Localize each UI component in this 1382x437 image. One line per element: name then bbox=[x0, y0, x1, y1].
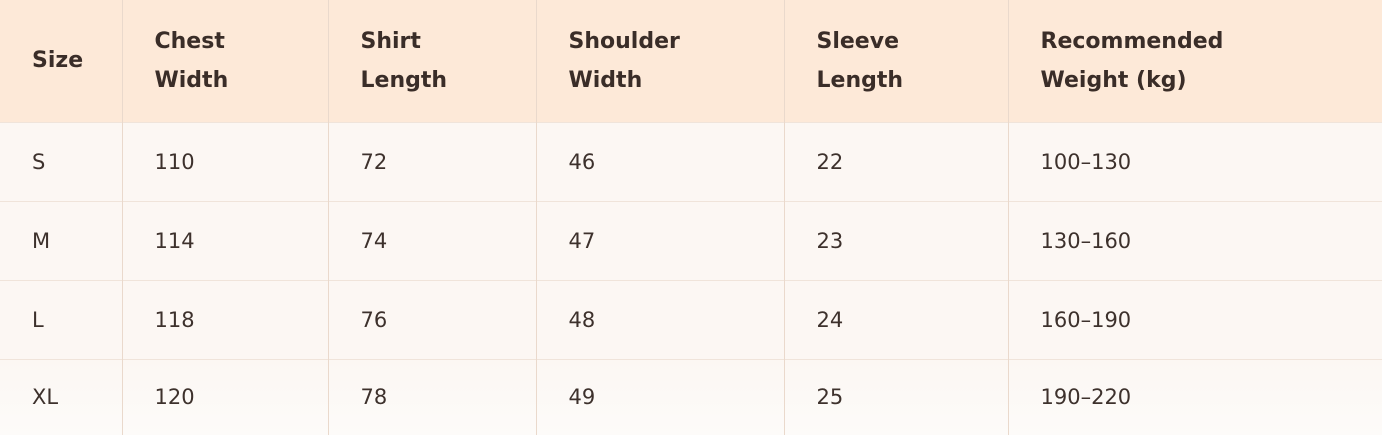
table-cell: M bbox=[32, 228, 51, 253]
table-cell: 48 bbox=[535, 280, 784, 359]
header-row: Size Chest Width Shirt Length Shoulder Widt… bbox=[0, 0, 1382, 122]
table-cell: 25 bbox=[783, 359, 1008, 435]
table-cell: 118 bbox=[121, 280, 328, 359]
table-row: S 110 72 46 22 100–130 bbox=[0, 122, 1382, 201]
table-cell: S bbox=[32, 149, 46, 174]
table-cell: 120 bbox=[121, 359, 328, 435]
table-cell: XL bbox=[32, 385, 59, 410]
header-text: Recommended Weight (kg) bbox=[1040, 28, 1224, 93]
table-cell: 160–190 bbox=[1007, 280, 1382, 359]
header-text: Sleeve Length bbox=[816, 28, 904, 93]
table-cell: 72 bbox=[327, 122, 536, 201]
header-text: Shoulder Width bbox=[568, 28, 680, 93]
header-text: Size bbox=[32, 48, 84, 74]
header-cell: Chest Width bbox=[121, 0, 328, 122]
table-cell: 24 bbox=[783, 280, 1008, 359]
table-cell: 114 bbox=[121, 201, 328, 280]
table-cell: 100–130 bbox=[1007, 122, 1382, 201]
table-cell: 76 bbox=[327, 280, 536, 359]
table-cell: 74 bbox=[327, 201, 536, 280]
table-row: L 118 76 48 24 160–190 bbox=[0, 280, 1382, 359]
table-cell: 22 bbox=[783, 122, 1008, 201]
header-cell: Recommended Weight (kg) bbox=[1007, 0, 1382, 122]
header-cell: Sleeve Length bbox=[783, 0, 1008, 122]
table-cell: L bbox=[32, 307, 44, 332]
header-text: Chest Width bbox=[154, 28, 229, 93]
header-cell: Size bbox=[0, 0, 122, 122]
header-cell: Shirt Length bbox=[327, 0, 536, 122]
table-header: Size Chest Width Shirt Length Shoulder Widt… bbox=[0, 0, 1382, 122]
table-row: XL 120 78 49 25 190–220 bbox=[0, 359, 1382, 435]
table-cell: 78 bbox=[327, 359, 536, 435]
table-cell: 190–220 bbox=[1007, 359, 1382, 435]
header-text: Shirt Length bbox=[360, 28, 448, 93]
header-cell: Shoulder Width bbox=[535, 0, 784, 122]
table-cell: 110 bbox=[121, 122, 328, 201]
table-cell: 130–160 bbox=[1007, 201, 1382, 280]
table-cell: 23 bbox=[783, 201, 1008, 280]
table-cell: 49 bbox=[535, 359, 784, 435]
table-row: M 114 74 47 23 130–160 bbox=[0, 201, 1382, 280]
table-cell: 47 bbox=[535, 201, 784, 280]
table-cell: 46 bbox=[535, 122, 784, 201]
table-body: S 110 72 46 22 100–130 M 114 74 47 23 130–160 L 118 76… bbox=[0, 122, 1382, 435]
